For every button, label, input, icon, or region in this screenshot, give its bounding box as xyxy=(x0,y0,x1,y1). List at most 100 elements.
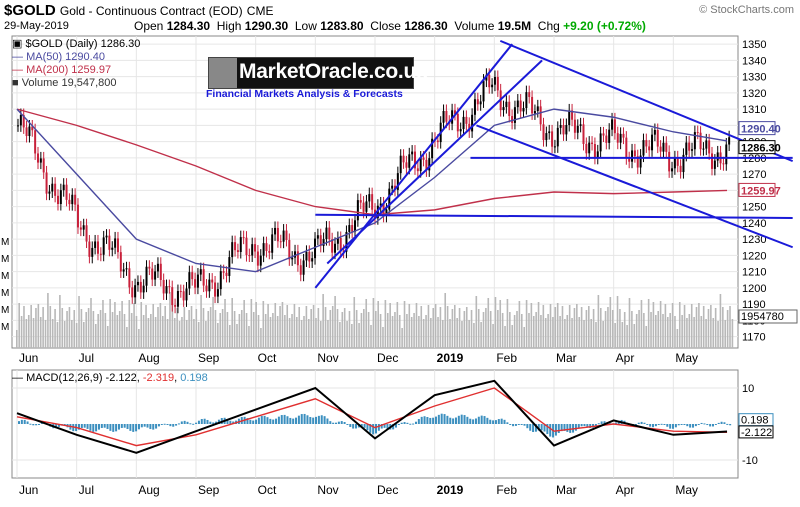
volume-bar xyxy=(578,317,581,348)
volume-bar xyxy=(322,294,324,348)
candle-body xyxy=(42,158,45,173)
volume-bar xyxy=(552,317,554,348)
thinker-statue-icon xyxy=(209,58,237,88)
volume-axis-label: M xyxy=(1,322,9,333)
macd-hist-bar xyxy=(397,424,400,425)
macd-hist-bar xyxy=(514,424,517,426)
macd-hist-bar xyxy=(189,423,192,425)
volume-bar xyxy=(133,303,135,348)
macd-hist-bar xyxy=(409,423,412,425)
volume-bar xyxy=(257,315,260,348)
volume-bar xyxy=(391,316,394,348)
volume-bar xyxy=(202,308,205,348)
macd-hist-bar xyxy=(275,418,278,424)
macd-hist-bar xyxy=(363,424,366,428)
candle-body xyxy=(205,285,208,292)
macd-hist-bar xyxy=(392,424,395,430)
volume-bar xyxy=(487,298,490,348)
candle-body xyxy=(174,305,177,307)
price-legend: ▣ $GOLD (Daily) 1286.30 xyxy=(12,38,141,50)
macd-hist-bar xyxy=(92,424,95,432)
volume-bar xyxy=(523,327,525,348)
macd-hist-bar xyxy=(403,422,406,424)
volume-bar xyxy=(118,311,121,348)
macd-value-box xyxy=(738,425,774,439)
volume-bar xyxy=(51,319,54,348)
candle-body xyxy=(248,255,251,257)
candle-body xyxy=(291,257,294,260)
macd-hist-bar xyxy=(346,424,349,425)
volume-bar xyxy=(226,312,229,348)
volume-bar xyxy=(415,303,418,348)
candle-body xyxy=(399,155,402,174)
candle-body xyxy=(622,133,625,138)
macd-hist-bar xyxy=(352,424,355,429)
macd-hist-bar xyxy=(149,424,152,430)
volume-bar xyxy=(465,307,468,348)
candle-body xyxy=(611,119,614,130)
value-label-box xyxy=(738,121,776,136)
candle-body xyxy=(279,241,282,243)
candle-body xyxy=(154,271,157,280)
candle-body xyxy=(402,155,405,163)
volume-bar xyxy=(130,313,133,348)
volume-bar xyxy=(506,299,509,348)
macd-hist-bar xyxy=(246,418,249,424)
macd-hist-bar xyxy=(452,418,455,424)
candle-body xyxy=(256,251,259,266)
quote-bar: Open 1284.30 High 1290.30 Low 1283.80 Cl… xyxy=(134,19,646,33)
macd-hist-bar xyxy=(417,419,420,424)
volume-bar xyxy=(671,303,674,348)
candle-body xyxy=(602,133,605,136)
volume-bar xyxy=(276,316,279,348)
macd-x-tick-label: 2019 xyxy=(437,483,464,497)
y-tick-label: 1210 xyxy=(742,267,766,279)
macd-hist-bar xyxy=(95,424,98,432)
macd-hist-bar xyxy=(132,424,135,432)
volume-bar xyxy=(700,316,703,348)
candle-body xyxy=(302,260,305,275)
volume-bar xyxy=(317,308,320,348)
volume-bar xyxy=(504,326,506,348)
volume-bar xyxy=(178,321,181,348)
volume-bar xyxy=(75,323,78,348)
volume-bar xyxy=(243,300,245,348)
candle-body xyxy=(625,137,628,159)
candle-body xyxy=(368,194,371,202)
macd-hist-bar xyxy=(660,423,663,425)
macd-value-label: -2.122 xyxy=(741,427,772,439)
volume-bar xyxy=(281,302,284,348)
candle-body xyxy=(711,153,714,169)
volume-bar xyxy=(690,304,693,348)
candle-body xyxy=(159,263,162,280)
volume-bar xyxy=(260,328,262,348)
volume-bar xyxy=(607,307,609,348)
volume-bar xyxy=(427,305,430,348)
candle-body xyxy=(651,134,654,151)
candle-body xyxy=(476,99,479,105)
volume-bar xyxy=(638,310,640,348)
candle-body xyxy=(325,227,328,240)
candle-body xyxy=(99,253,102,255)
candle-body xyxy=(468,123,471,132)
candle-body xyxy=(633,150,636,157)
volume-bar xyxy=(300,320,303,348)
y-tick-label: 1320 xyxy=(742,88,766,100)
candle-body xyxy=(45,172,48,194)
candle-body xyxy=(39,158,42,163)
candle-body xyxy=(239,237,242,253)
macd-hist-bar xyxy=(292,418,295,424)
volume-bar xyxy=(171,305,174,348)
candle-body xyxy=(613,119,616,134)
candle-body xyxy=(453,110,456,114)
volume-bar xyxy=(458,308,461,348)
macd-hist-bar xyxy=(432,417,435,424)
volume-bar xyxy=(20,316,23,348)
candle-body xyxy=(102,237,105,255)
macd-hist-bar xyxy=(532,424,535,433)
macd-hist-bar xyxy=(477,416,480,424)
macd-hist-bar xyxy=(466,416,469,424)
candle-body xyxy=(188,272,191,289)
candle-body xyxy=(311,258,314,262)
macd-hist-bar xyxy=(18,421,20,424)
